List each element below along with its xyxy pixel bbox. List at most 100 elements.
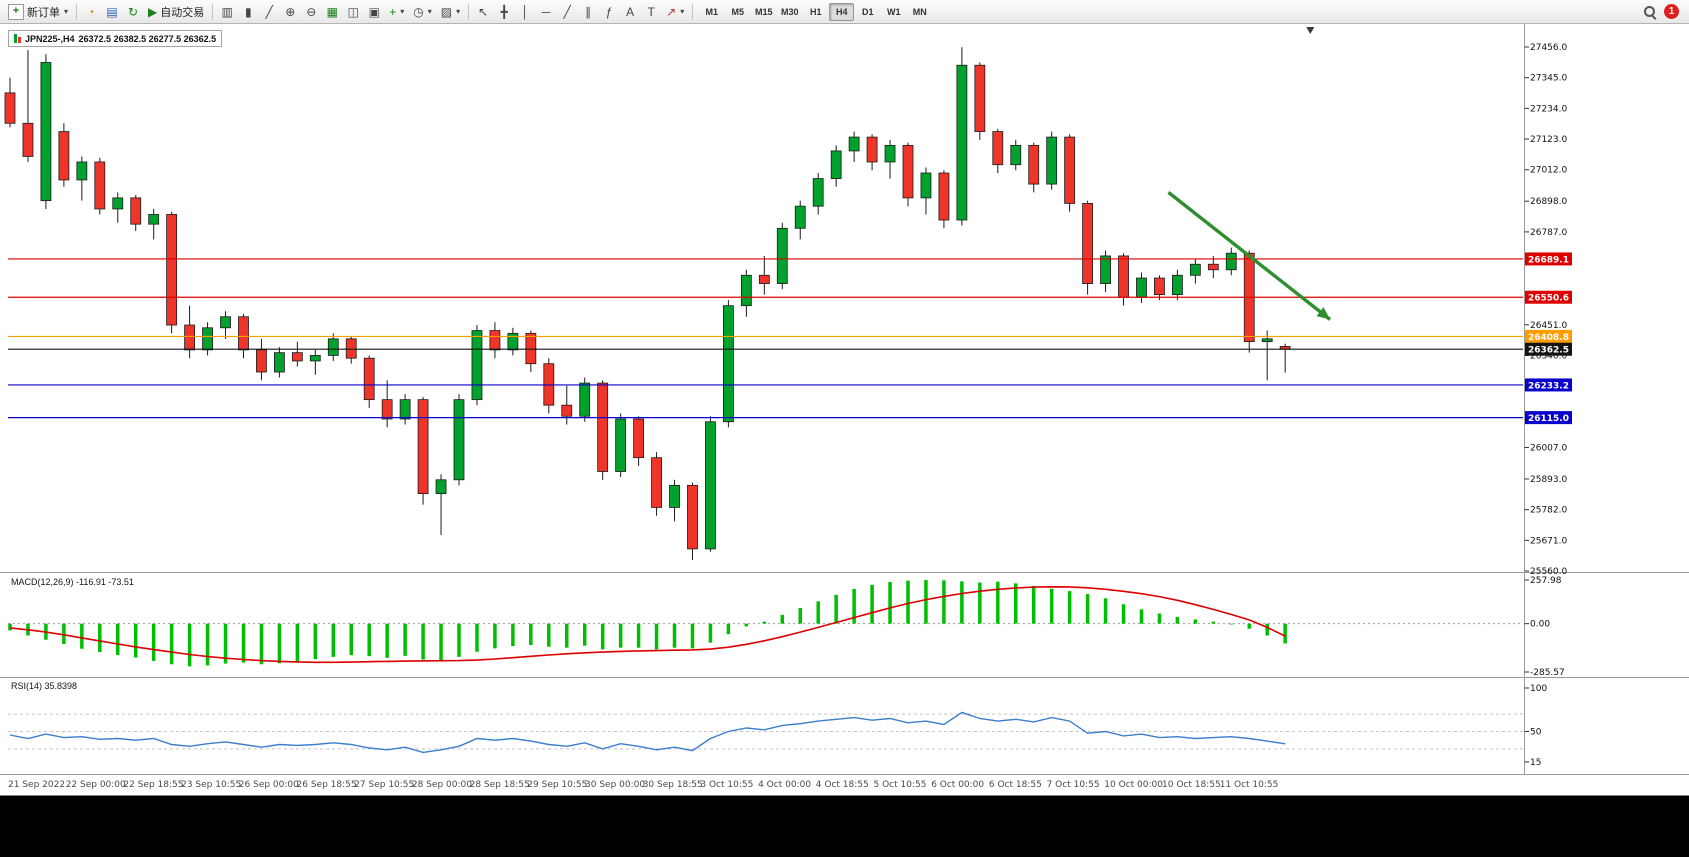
candle-body (758, 274, 770, 284)
candlestick-chart-icon: ▮ (244, 4, 252, 19)
fibonacci-button[interactable]: ƒ (599, 2, 619, 22)
profiles-icon: ◔ (87, 4, 95, 19)
candle-body (561, 404, 573, 417)
candle-body (58, 131, 70, 181)
price-badge (1525, 290, 1572, 304)
tab-timeframe-M30[interactable]: M30 (777, 3, 802, 21)
vertical-line-button[interactable]: │ (515, 2, 535, 22)
time-axis-label: 6 Oct 18:55 (989, 780, 1042, 790)
trend-arrow[interactable] (1167, 191, 1332, 321)
text-button[interactable]: A (620, 2, 640, 22)
chart-candles-button[interactable]: ▮ (238, 2, 258, 22)
label-icon: T (647, 4, 655, 19)
candle-body (956, 64, 968, 221)
candle-body (381, 399, 393, 420)
rsi-axis-label: 50 (1530, 728, 1542, 738)
candle-body (1046, 136, 1058, 185)
toolbar-separator (212, 3, 214, 20)
search-icon (1643, 5, 1657, 19)
time-axis-label: 4 Oct 18:55 (816, 780, 869, 790)
tab-timeframe-H4[interactable]: H4 (829, 2, 855, 21)
zoom-out-button[interactable]: ⊖ (301, 2, 321, 22)
data-window-icon: ▤ (106, 4, 118, 19)
new-order-button[interactable]: + 新订单 ▾ (4, 2, 72, 22)
periods-button[interactable]: ◷ ▾ (409, 2, 436, 22)
templates-button[interactable]: ▨ ▾ (437, 2, 464, 22)
price-axis-label: 26898.0 (1530, 197, 1567, 207)
tab-timeframe-D1[interactable]: D1 (855, 3, 880, 21)
data-window-button[interactable]: ▤ (102, 2, 122, 22)
tab-timeframe-M15[interactable]: M15 (751, 3, 776, 21)
price-axis-label: 25560.0 (1530, 567, 1567, 577)
horizontal-line-icon: ─ (541, 4, 551, 19)
tab-timeframe-M5[interactable]: M5 (725, 3, 750, 21)
candle-body (1064, 136, 1076, 204)
macd-label: MACD(12,26,9) -116.91 -73.51 (11, 577, 134, 587)
tab-timeframe-H1[interactable]: H1 (803, 3, 828, 21)
candle-body (1189, 263, 1201, 276)
arrange-windows-button[interactable]: ◫ (343, 2, 363, 22)
rsi-name: RSI(14) (11, 681, 43, 691)
tile-windows-icon: ▦ (326, 4, 338, 19)
bottom-black-strip (0, 796, 1689, 857)
candle-body (1100, 255, 1111, 284)
profiles-button[interactable]: ◔ (81, 2, 101, 22)
tab-timeframe-MN[interactable]: MN (907, 3, 932, 21)
cascade-windows-button[interactable]: ▣ (364, 2, 384, 22)
rsi-axis-label: 100 (1530, 684, 1547, 694)
zoom-in-button[interactable]: ⊕ (280, 2, 300, 22)
horizontal-line-button[interactable]: ─ (536, 2, 556, 22)
candle-body (22, 122, 34, 157)
toolbar-separator (692, 3, 694, 20)
tile-windows-button[interactable]: ▦ (322, 2, 342, 22)
time-axis-label: 11 Oct 10:55 (1220, 780, 1279, 790)
arrows-tool-button[interactable]: ↗ ▾ (662, 2, 688, 22)
search-button[interactable] (1639, 2, 1661, 22)
notification-badge[interactable]: 1 (1664, 4, 1679, 19)
price-badge-label: 26115.0 (1528, 414, 1569, 424)
candle-body (525, 332, 537, 365)
price-badge-label: 26362.5 (1528, 346, 1569, 356)
cursor-button[interactable]: ↖ (473, 2, 493, 22)
auto-trading-label: 自动交易 (160, 6, 205, 19)
price-axis-label: 25671.0 (1530, 536, 1567, 546)
tab-timeframe-W1[interactable]: W1 (881, 3, 906, 21)
candle-body (238, 316, 249, 351)
chevron-down-icon: ▾ (456, 7, 461, 16)
auto-trading-button[interactable]: ▶ 自动交易 (144, 2, 208, 22)
chart-bars-button[interactable]: ▥ (217, 2, 237, 22)
refresh-button[interactable]: ↻ (123, 2, 143, 22)
crosshair-button[interactable]: ╋ (494, 2, 514, 22)
chart-ohlc-values: 26372.5 26382.5 26277.5 26362.5 (78, 33, 217, 44)
trendline-button[interactable]: ╱ (557, 2, 577, 22)
chart-line-button[interactable]: ╱ (259, 2, 279, 22)
candle-body (848, 136, 860, 152)
candle-body (112, 197, 124, 210)
chart-shift-marker[interactable] (1306, 27, 1315, 34)
chart-symbol-period: JPN225-,H4 (25, 33, 75, 44)
indicators-button[interactable]: + ▾ (385, 2, 408, 22)
candle-body (166, 214, 178, 326)
tab-timeframe-M1[interactable]: M1 (699, 3, 724, 21)
candle-body (273, 352, 285, 373)
candle-body (740, 274, 752, 307)
time-axis-label: 23 Sep 10:55 (181, 780, 241, 790)
cascade-windows-icon: ▣ (368, 4, 380, 19)
candle-body (1154, 277, 1165, 296)
candle-body (309, 355, 321, 362)
candle-body (633, 418, 644, 459)
candle-body (507, 332, 519, 351)
price-axis-label: 25782.0 (1530, 506, 1567, 516)
zoom-out-icon: ⊖ (306, 4, 317, 19)
time-axis-label: 10 Oct 00:00 (1104, 780, 1163, 790)
bar-chart-icon: ▥ (221, 4, 233, 19)
channel-button[interactable]: ∥ (578, 2, 598, 22)
candle-body (1082, 203, 1093, 284)
timeframe-group: M1 M5 M15 M30 H1 H4 D1 W1 MN (699, 2, 932, 21)
price-badge-label: 26689.1 (1528, 255, 1569, 265)
candle-body (130, 197, 142, 225)
label-button[interactable]: T (641, 2, 661, 22)
new-order-label: 新订单 (27, 6, 60, 19)
price-axis-label: 27123.0 (1530, 135, 1567, 145)
